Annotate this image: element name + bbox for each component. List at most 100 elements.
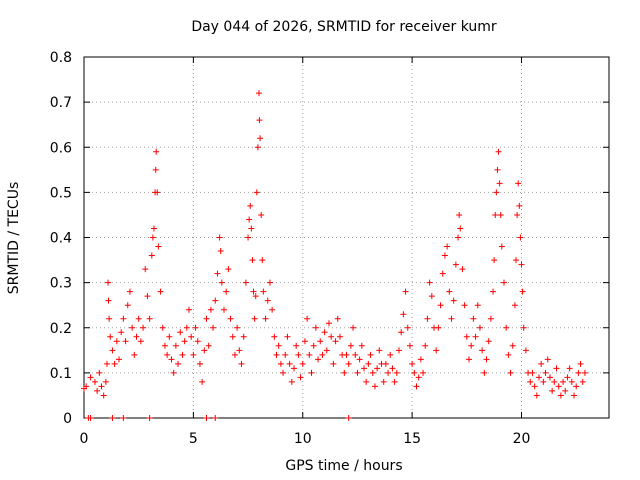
- data-point: [468, 342, 475, 349]
- data-point: [250, 288, 257, 295]
- data-point: [218, 279, 225, 286]
- data-point: [341, 369, 348, 376]
- data-point: [494, 166, 501, 173]
- data-point: [562, 387, 569, 394]
- data-point: [216, 234, 223, 241]
- data-point: [142, 266, 149, 273]
- data-point: [350, 324, 357, 331]
- data-point: [511, 302, 518, 309]
- data-point: [503, 324, 510, 331]
- data-point: [529, 369, 536, 376]
- data-point: [103, 360, 110, 367]
- data-point: [308, 369, 315, 376]
- data-point: [295, 351, 302, 358]
- data-point: [133, 333, 140, 340]
- data-point: [293, 342, 300, 349]
- data-point: [389, 365, 396, 372]
- data-point: [240, 333, 247, 340]
- data-point: [181, 338, 188, 345]
- data-point: [120, 315, 127, 322]
- data-point: [319, 351, 326, 358]
- data-point: [461, 302, 468, 309]
- data-point: [310, 342, 317, 349]
- data-point: [229, 333, 236, 340]
- data-point: [343, 351, 350, 358]
- data-point: [450, 297, 457, 304]
- data-point: [146, 415, 153, 421]
- data-point: [212, 297, 219, 304]
- data-point: [579, 378, 586, 385]
- data-point: [166, 333, 173, 340]
- data-point: [516, 202, 523, 209]
- data-point: [361, 365, 367, 372]
- data-point: [282, 351, 289, 358]
- data-point: [422, 342, 429, 349]
- data-point: [371, 383, 378, 390]
- data-point: [214, 270, 221, 277]
- data-point: [387, 351, 394, 358]
- data-point: [533, 392, 540, 399]
- data-point: [332, 338, 339, 345]
- data-point: [369, 369, 376, 376]
- data-point: [231, 351, 238, 358]
- data-point: [306, 351, 313, 358]
- data-point: [260, 288, 267, 295]
- data-point: [183, 324, 190, 331]
- data-point: [87, 374, 94, 381]
- data-point: [83, 383, 90, 390]
- y-tick-label: 0.6: [50, 140, 72, 156]
- data-point: [109, 347, 116, 354]
- data-point: [105, 297, 112, 304]
- data-point: [98, 383, 105, 390]
- data-point: [259, 257, 266, 264]
- data-point: [493, 189, 500, 196]
- data-point: [190, 351, 197, 358]
- data-point: [135, 315, 142, 322]
- y-tick-label: 0.5: [50, 185, 72, 201]
- data-point: [177, 329, 184, 336]
- data-point: [497, 211, 504, 218]
- data-point: [398, 329, 405, 336]
- data-point: [124, 302, 131, 309]
- data-point: [87, 415, 94, 421]
- data-point: [479, 347, 486, 354]
- data-point: [301, 338, 308, 345]
- data-point: [426, 279, 433, 286]
- data-point: [498, 243, 505, 250]
- data-point: [168, 356, 175, 363]
- data-point: [435, 324, 442, 331]
- data-point: [345, 360, 352, 367]
- data-point: [149, 234, 156, 241]
- x-axis-label: GPS time / hours: [285, 458, 402, 474]
- data-point: [573, 383, 580, 390]
- data-point: [172, 342, 179, 349]
- data-point: [513, 257, 520, 264]
- data-point: [444, 243, 451, 250]
- data-point: [347, 342, 354, 349]
- data-point: [463, 333, 470, 340]
- data-point: [242, 279, 249, 286]
- data-point: [354, 369, 361, 376]
- data-point: [542, 369, 549, 376]
- data-point: [251, 315, 258, 322]
- data-point: [153, 148, 160, 155]
- data-point: [433, 347, 440, 354]
- data-point: [223, 288, 230, 295]
- data-point: [210, 324, 217, 331]
- data-point: [297, 374, 304, 381]
- data-point: [367, 351, 374, 358]
- data-point: [273, 351, 280, 358]
- data-point: [459, 266, 466, 273]
- data-point: [470, 315, 477, 322]
- data-point: [246, 216, 253, 223]
- data-point: [157, 288, 164, 295]
- data-point: [126, 288, 133, 295]
- data-point: [483, 356, 490, 363]
- data-point: [519, 288, 526, 295]
- data-point: [94, 387, 101, 394]
- data-point: [326, 320, 332, 327]
- data-point: [116, 356, 122, 363]
- data-point: [439, 270, 446, 277]
- data-point: [152, 166, 159, 173]
- data-point: [517, 234, 524, 241]
